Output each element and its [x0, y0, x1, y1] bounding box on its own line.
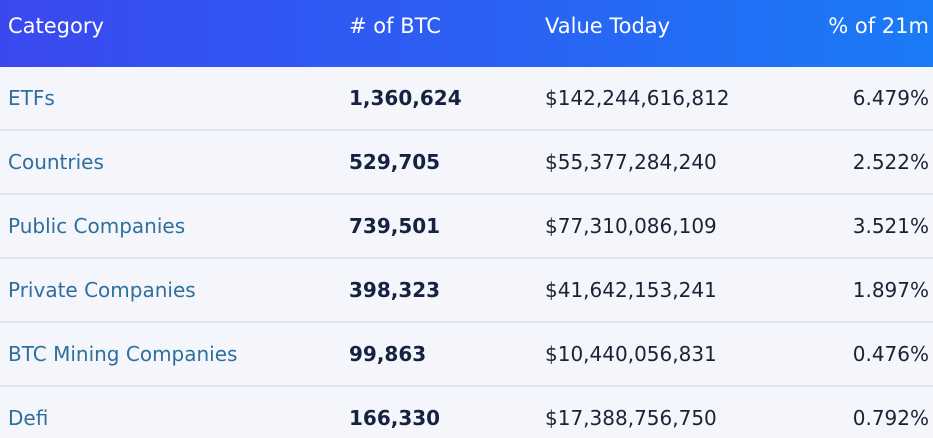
category-cell: BTC Mining Companies: [0, 342, 340, 366]
table-row: Private Companies 398,323 $41,642,153,24…: [0, 259, 933, 323]
category-link[interactable]: Defi: [8, 406, 49, 430]
percent-cell: 0.792%: [852, 406, 929, 430]
percent-cell: 2.522%: [852, 150, 929, 174]
category-link[interactable]: Private Companies: [8, 278, 196, 302]
value-today-cell: $142,244,616,812: [545, 86, 730, 110]
category-link[interactable]: BTC Mining Companies: [8, 342, 238, 366]
value-today-cell: $17,388,756,750: [545, 406, 717, 430]
table-body: ETFs 1,360,624 $142,244,616,812 6.479% C…: [0, 67, 933, 438]
value-today-cell: $77,310,086,109: [545, 214, 717, 238]
table-row: BTC Mining Companies 99,863 $10,440,056,…: [0, 323, 933, 387]
category-cell: Countries: [0, 150, 340, 174]
header-btc-count[interactable]: # of BTC: [349, 14, 441, 38]
category-cell: Public Companies: [0, 214, 340, 238]
category-link[interactable]: Countries: [8, 150, 104, 174]
table-row: Public Companies 739,501 $77,310,086,109…: [0, 195, 933, 259]
value-today-cell: $55,377,284,240: [545, 150, 717, 174]
table-row: ETFs 1,360,624 $142,244,616,812 6.479%: [0, 67, 933, 131]
category-link[interactable]: Public Companies: [8, 214, 186, 238]
header-percent-of-21m[interactable]: % of 21m: [828, 14, 929, 38]
btc-count-cell: 99,863: [349, 342, 427, 366]
category-cell: Private Companies: [0, 278, 340, 302]
header-value-today[interactable]: Value Today: [545, 14, 671, 38]
percent-cell: 6.479%: [852, 86, 929, 110]
table-row: Countries 529,705 $55,377,284,240 2.522%: [0, 131, 933, 195]
value-today-cell: $41,642,153,241: [545, 278, 717, 302]
category-link[interactable]: ETFs: [8, 86, 55, 110]
btc-count-cell: 739,501: [349, 214, 441, 238]
btc-count-cell: 529,705: [349, 150, 441, 174]
table-header: Category # of BTC Value Today % of 21m: [0, 0, 933, 67]
table-row: Defi 166,330 $17,388,756,750 0.792%: [0, 387, 933, 438]
btc-count-cell: 398,323: [349, 278, 441, 302]
header-category[interactable]: Category: [8, 14, 104, 38]
category-cell: ETFs: [0, 86, 340, 110]
btc-count-cell: 166,330: [349, 406, 441, 430]
value-today-cell: $10,440,056,831: [545, 342, 717, 366]
percent-cell: 3.521%: [852, 214, 929, 238]
percent-cell: 0.476%: [852, 342, 929, 366]
category-cell: Defi: [0, 406, 340, 430]
percent-cell: 1.897%: [852, 278, 929, 302]
btc-count-cell: 1,360,624: [349, 86, 462, 110]
